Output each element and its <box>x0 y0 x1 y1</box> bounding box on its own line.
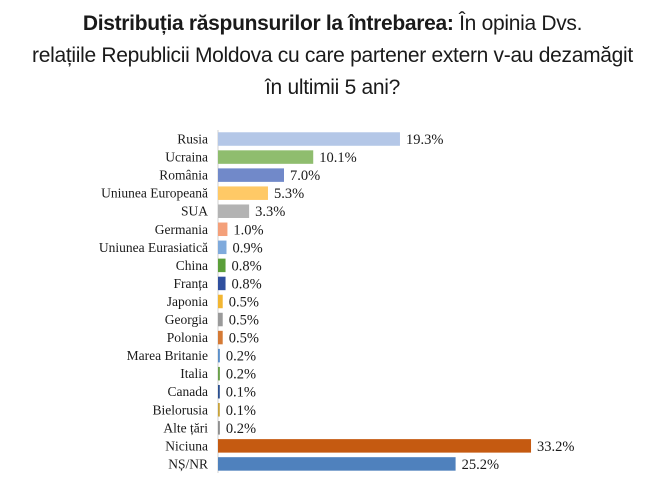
title-line-2: relațiile Republicii Moldova cu care par… <box>32 44 633 67</box>
value-label: 1.0% <box>233 222 263 238</box>
chart-title: Distribuția răspunsurilor la întrebarea:… <box>0 8 665 104</box>
bar <box>218 384 220 399</box>
bar <box>218 186 268 200</box>
category-label: România <box>159 168 208 183</box>
bar <box>218 276 226 291</box>
bar <box>218 403 220 417</box>
bar <box>218 132 400 146</box>
bar <box>218 457 456 471</box>
value-label: 0.1% <box>226 403 256 419</box>
category-label: Georgia <box>165 312 208 327</box>
category-label: Alte țări <box>163 420 208 435</box>
value-label: 0.2% <box>226 421 256 437</box>
value-label: 0.2% <box>226 367 256 383</box>
title-line-1: Distribuția răspunsurilor la întrebarea:… <box>0 8 665 40</box>
bar <box>218 421 220 435</box>
value-label: 5.3% <box>274 186 304 202</box>
title-line-3: în ultimii 5 ani? <box>265 76 400 99</box>
bar <box>218 204 250 218</box>
value-label: 0.9% <box>232 240 262 256</box>
category-label: Bielorusia <box>153 402 209 417</box>
bar <box>218 348 220 363</box>
value-label: 0.5% <box>229 331 259 347</box>
category-label: Marea Britanie <box>127 348 208 363</box>
bar <box>218 150 314 164</box>
value-label: 0.5% <box>229 294 259 310</box>
category-label: Polonia <box>167 330 208 345</box>
value-label: 10.1% <box>319 150 356 166</box>
value-label: 3.3% <box>255 204 285 220</box>
category-label: Germania <box>155 222 208 237</box>
bar <box>218 294 223 309</box>
value-label: 0.8% <box>232 276 262 292</box>
category-label: Rusia <box>177 132 208 147</box>
bar <box>218 258 226 273</box>
value-label: 0.1% <box>226 385 256 401</box>
bar <box>218 312 223 327</box>
category-label: Uniunea Eurasiatică <box>99 240 208 255</box>
category-label: Canada <box>168 384 208 399</box>
value-label: 25.2% <box>462 457 499 473</box>
bar <box>218 240 227 255</box>
title-line-1-rest: În opinia Dvs. <box>453 12 583 35</box>
category-label: Italia <box>180 366 208 381</box>
bar <box>218 366 220 381</box>
category-label: Franța <box>174 276 209 291</box>
category-label: China <box>176 258 208 273</box>
value-label: 0.8% <box>232 258 262 274</box>
category-label: NȘ/NR <box>168 456 208 471</box>
bar <box>218 439 532 453</box>
value-label: 33.2% <box>537 439 574 455</box>
category-label: Ucraina <box>165 150 208 165</box>
bar <box>218 330 223 345</box>
category-label: Japonia <box>167 294 208 309</box>
value-label: 19.3% <box>406 132 443 148</box>
bar <box>218 222 228 237</box>
value-label: 7.0% <box>290 168 320 184</box>
value-label: 0.5% <box>229 313 259 329</box>
category-label: SUA <box>181 204 208 219</box>
value-label: 0.2% <box>226 349 256 365</box>
title-bold: Distribuția răspunsurilor la întrebarea: <box>82 12 454 35</box>
category-label: Uniunea Europeană <box>101 186 208 201</box>
bar <box>218 168 284 182</box>
category-label: Niciuna <box>165 438 208 453</box>
